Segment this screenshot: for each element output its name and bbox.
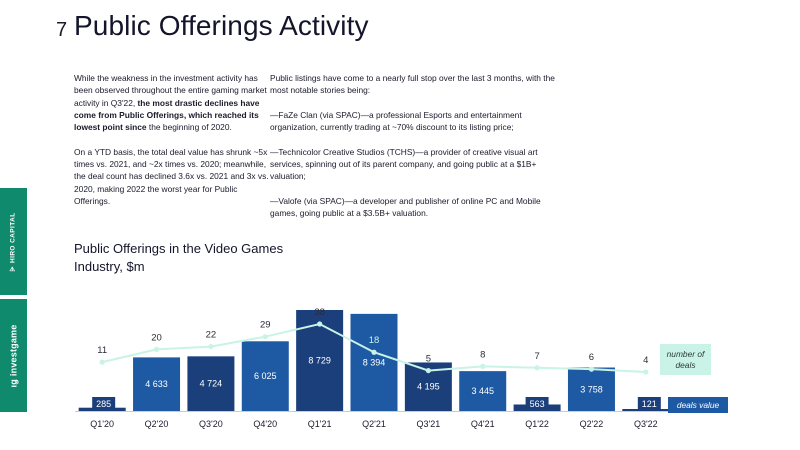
bar-value-label-Q3'22: 121 — [642, 399, 657, 409]
deals-count-label-Q1'20: 11 — [97, 345, 107, 356]
deals-point-Q3'21 — [425, 367, 431, 374]
right-item-valofe: —Valofe (via SPAC)—a developer and publi… — [270, 195, 541, 219]
bar-Q2'22 — [567, 367, 615, 411]
deals-point-Q2'22 — [588, 366, 595, 372]
bar-label-bg-Q1'20 — [92, 397, 116, 410]
bar-Q3'20 — [187, 356, 235, 411]
deals-count-label-Q3'20: 22 — [206, 330, 217, 341]
category-label-Q1'22: Q1'22 — [525, 419, 549, 429]
deals-point-Q2'20 — [153, 346, 160, 353]
deals-count-label-Q2'22: 6 — [589, 352, 594, 363]
bar-Q4'21 — [459, 371, 507, 411]
deals-point-Q3'22 — [643, 369, 649, 375]
right-item-faze: —FaZe Clan (via SPAC)—a professional Esp… — [270, 109, 522, 133]
category-label-Q2'20: Q2'20 — [145, 419, 169, 429]
category-label-Q3'21: Q3'21 — [416, 419, 440, 429]
deals-point-Q2'21 — [371, 349, 377, 355]
bar-label-bg-Q1'22 — [525, 397, 549, 410]
deals-count-label-Q3'22: 4 — [643, 355, 648, 366]
deals-point-Q3'20 — [208, 343, 214, 350]
category-label-Q3'22: Q3'22 — [634, 419, 658, 429]
right-intro: Public listings have come to a nearly fu… — [270, 73, 555, 96]
page-title: Public Offerings Activity — [74, 10, 369, 41]
deals-count-label-Q3'21: 5 — [426, 354, 431, 365]
bar-value-label-Q1'20: 285 — [96, 399, 111, 409]
deals-count-label-Q1'21: 38 — [314, 307, 325, 318]
investgame-tab[interactable]: ıǥinvestgame — [0, 299, 27, 412]
category-label-Q2'21: Q2'21 — [362, 419, 386, 429]
left-text-column: While the weakness in the investment act… — [74, 72, 270, 220]
bar-value-label-Q3'21: 4 195 — [417, 382, 440, 392]
left-paragraph-1: While the weakness in the investment act… — [74, 72, 270, 133]
category-label-Q3'20: Q3'20 — [199, 419, 223, 429]
category-label-Q2'22: Q2'22 — [580, 419, 604, 429]
page-number: 7 — [56, 19, 68, 41]
legend-deals-value: deals value — [668, 397, 728, 413]
deals-count-label-Q2'21: 18 — [369, 335, 380, 346]
bar-value-label-Q4'20: 6 025 — [254, 371, 277, 381]
bar-value-label-Q1'21: 8 729 — [308, 356, 331, 366]
left-p1-bold: the most drastic declines have come from… — [74, 97, 260, 133]
category-label-Q4'20: Q4'20 — [253, 419, 277, 429]
deals-point-Q4'21 — [480, 363, 486, 369]
category-label-Q4'21: Q4'21 — [471, 419, 495, 429]
bar-value-label-Q2'20: 4 633 — [145, 379, 168, 389]
deals-point-Q1'22 — [534, 365, 540, 371]
left-paragraph-2: On a YTD basis, the total deal value has… — [74, 146, 269, 206]
legend-number-of-deals: number of deals — [660, 344, 711, 375]
deals-count-label-Q4'21: 8 — [480, 349, 485, 360]
bar-value-label-Q4'21: 3 445 — [471, 386, 494, 396]
left-p1-tail: the beginning of 2020. — [146, 122, 232, 133]
chart-title: Public Offerings in the Video Games Indu… — [74, 241, 284, 274]
deals-count-label-Q1'22: 7 — [534, 351, 539, 362]
left-p1-plain: While the weakness in the investment act… — [74, 73, 267, 108]
bar-Q4'20 — [241, 341, 289, 411]
category-label-Q1'21: Q1'21 — [308, 419, 332, 429]
deals-count-label-Q2'20: 20 — [151, 332, 162, 343]
deals-point-Q1'20 — [99, 359, 105, 365]
bar-value-label-Q3'20: 4 724 — [200, 379, 223, 389]
right-item-technicolor: —Technicolor Creative Studios (TCHS)—a p… — [270, 146, 538, 182]
deals-point-Q1'21 — [317, 321, 323, 327]
bar-value-label-Q2'21: 8 394 — [363, 357, 386, 367]
hiro-capital-tab[interactable]: ⩥HIRO CAPITAL — [0, 188, 27, 295]
bar-label-bg-Q3'22 — [637, 397, 661, 410]
deals-count-label-Q4'20: 29 — [260, 320, 271, 331]
right-text-column: Public listings have come to a nearly fu… — [270, 72, 566, 232]
bar-value-label-Q1'22: 563 — [530, 399, 545, 409]
deals-point-Q4'20 — [262, 334, 268, 340]
category-label-Q1'20: Q1'20 — [90, 419, 114, 429]
bar-Q2'20 — [133, 357, 181, 411]
bar-value-label-Q2'22: 3 758 — [580, 384, 603, 394]
bar-Q2'21 — [350, 313, 398, 411]
